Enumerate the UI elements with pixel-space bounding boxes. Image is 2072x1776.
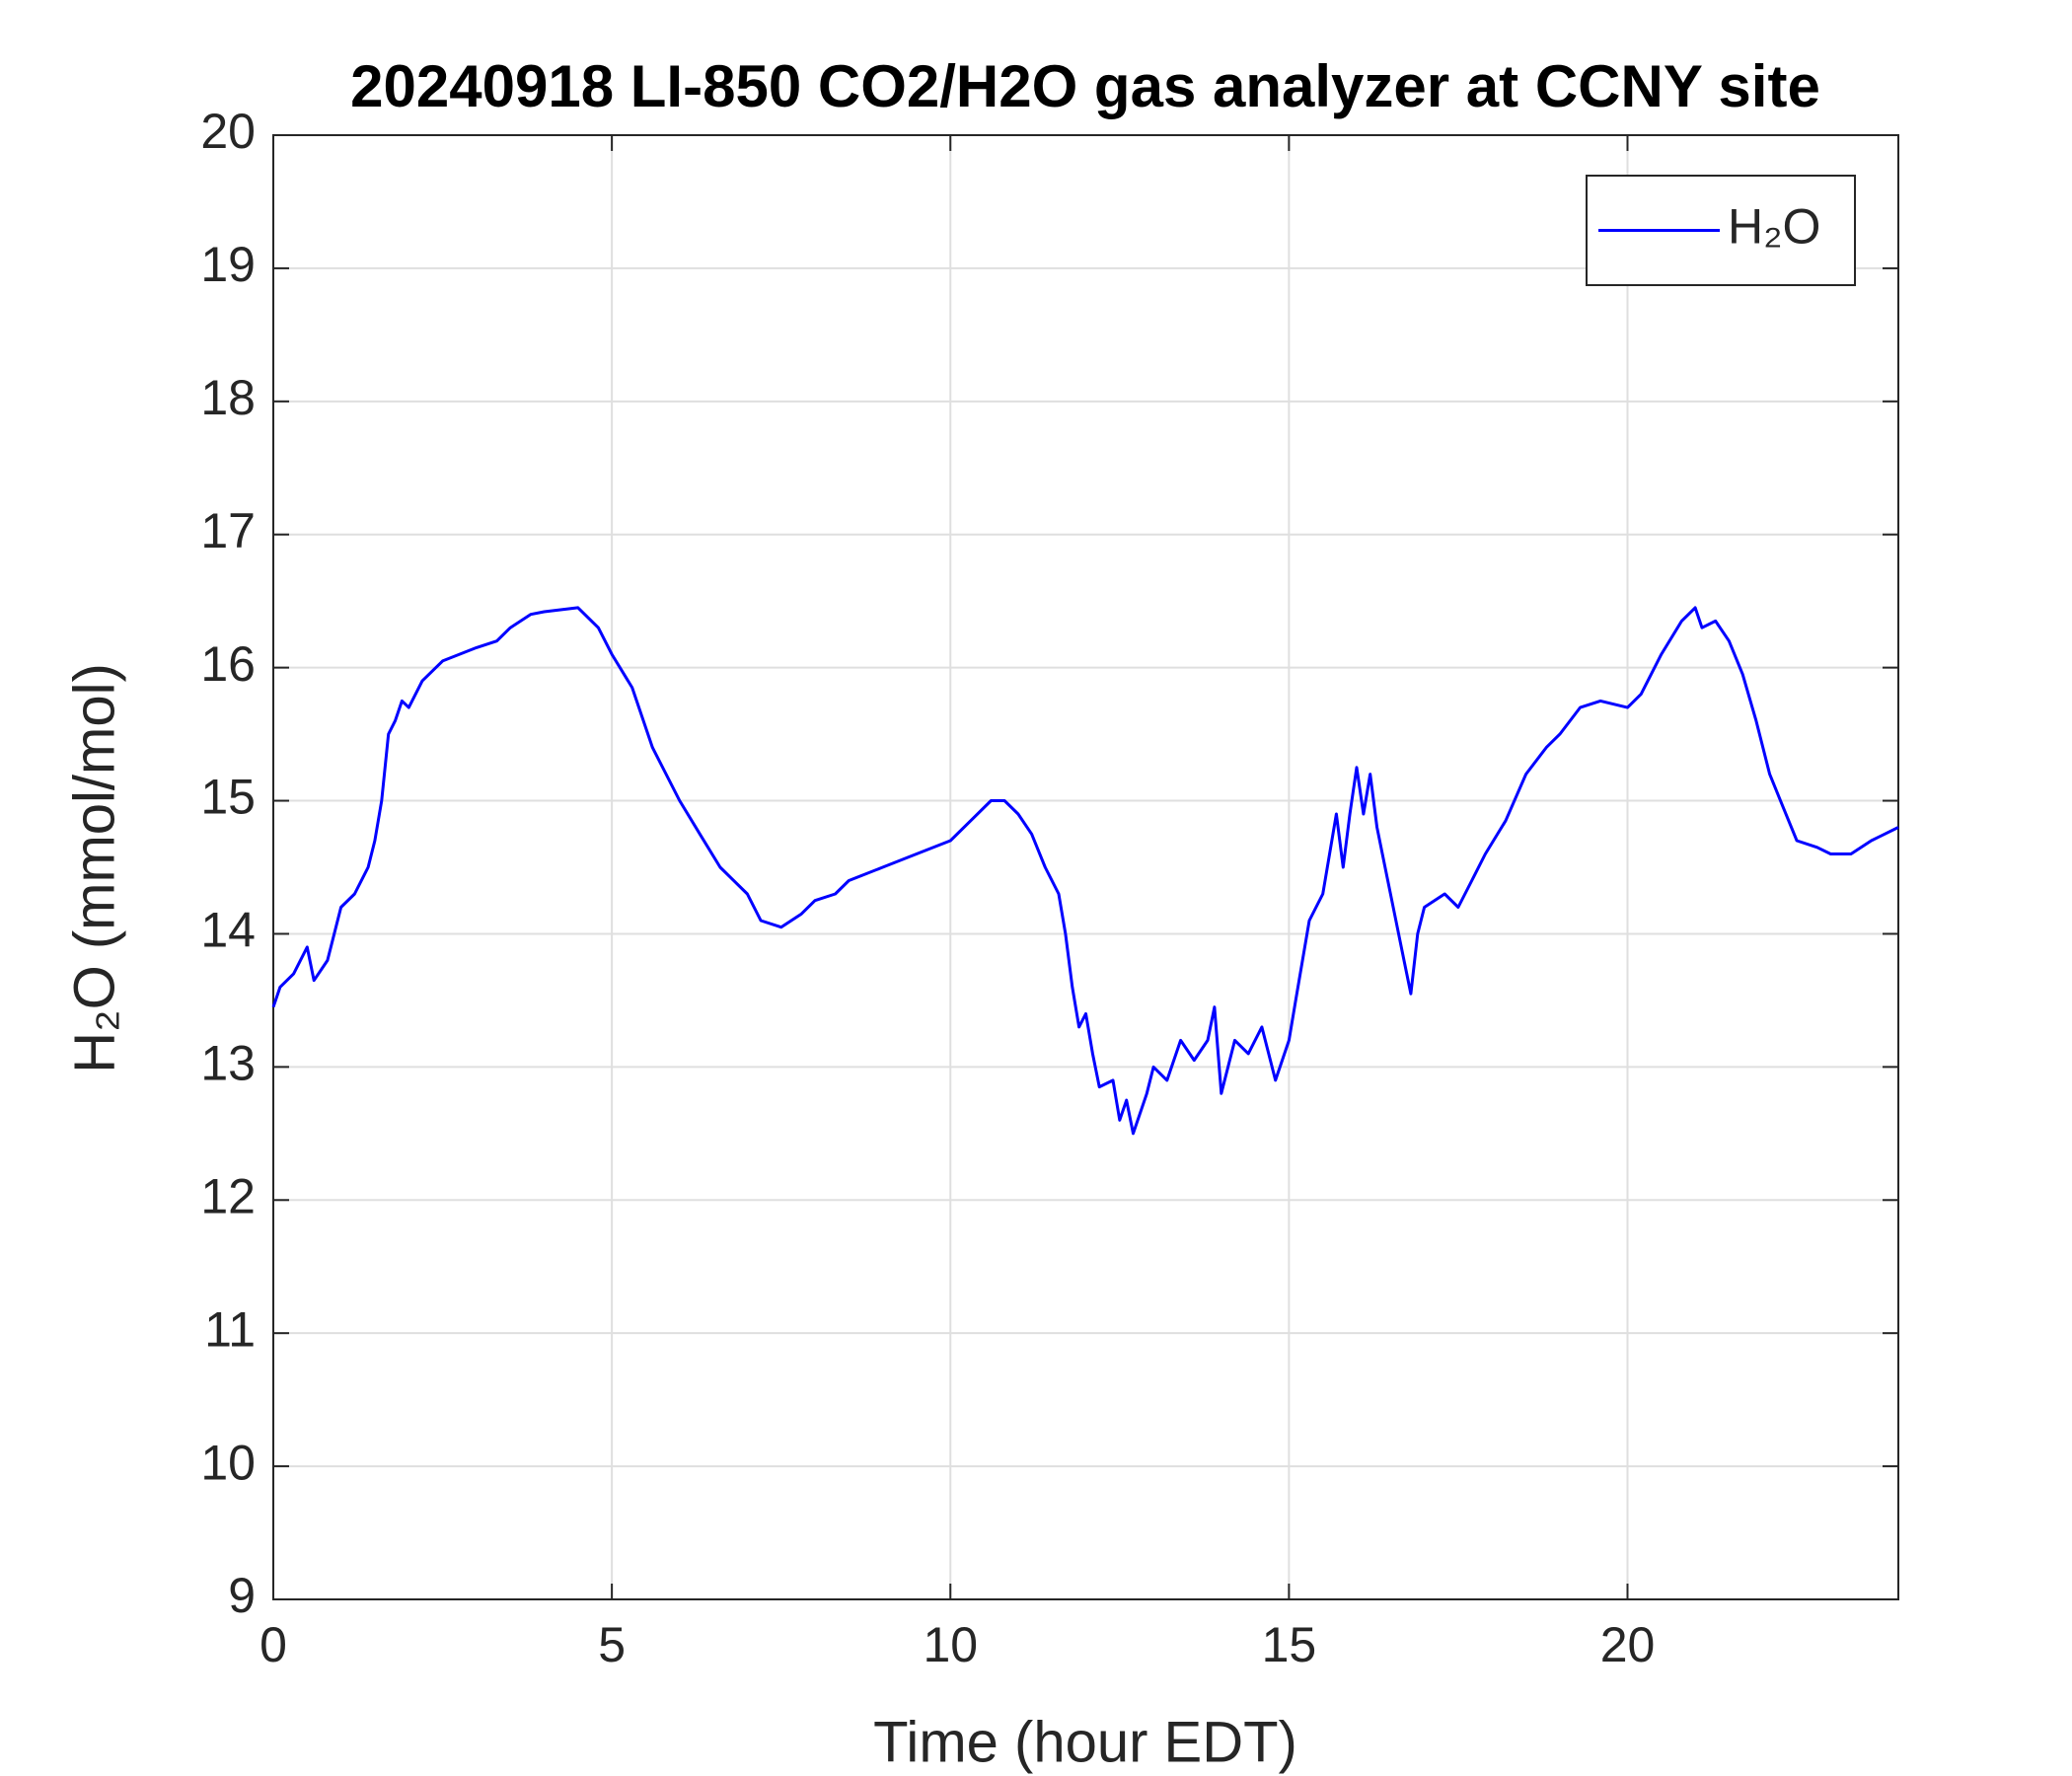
chart-title: 20240918 LI-850 CO2/H2O gas analyzer at … [350, 53, 1820, 119]
data-line [271, 606, 1899, 1136]
plot-area [273, 135, 1898, 1599]
x-tick-label: 15 [1262, 1617, 1317, 1672]
x-tick-label: 10 [923, 1617, 978, 1672]
y-tick-label: 19 [200, 237, 256, 292]
legend: H₂O [1586, 175, 1856, 286]
y-tick-label: 16 [200, 636, 256, 692]
y-tick-label: 10 [200, 1435, 256, 1490]
y-tick-label: 17 [200, 503, 256, 558]
y-tick-label: 9 [228, 1568, 256, 1623]
y-tick-label: 20 [200, 104, 256, 159]
y-tick-label: 12 [200, 1168, 256, 1223]
y-tick-label: 13 [200, 1036, 256, 1091]
y-tick-label: 14 [200, 903, 256, 958]
y-axis-label: H₂O (mmol/mol) [62, 663, 126, 1073]
y-tick-label: 15 [200, 770, 256, 825]
y-tick-label: 11 [204, 1301, 256, 1357]
y-tick-label: 18 [200, 370, 256, 425]
legend-label: H₂O [1728, 199, 1820, 255]
x-tick-label: 0 [259, 1617, 287, 1672]
axes-box [272, 134, 1899, 1600]
x-tick-label: 20 [1600, 1617, 1656, 1672]
x-axis-label: Time (hour EDT) [873, 1710, 1297, 1774]
x-tick-label: 5 [598, 1617, 626, 1672]
